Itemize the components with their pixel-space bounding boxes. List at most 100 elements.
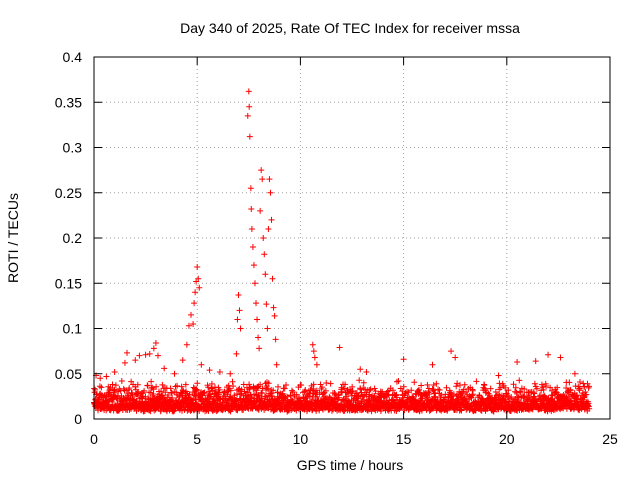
data-point — [389, 387, 396, 394]
data-point — [247, 185, 254, 192]
data-point — [371, 393, 378, 400]
data-point — [293, 391, 300, 398]
data-point — [366, 387, 373, 394]
data-point — [267, 189, 274, 196]
data-point — [178, 383, 185, 390]
data-point — [545, 351, 552, 358]
x-tick-label: 10 — [293, 431, 309, 447]
data-point — [341, 385, 348, 392]
data-point — [161, 365, 168, 372]
data-point — [549, 387, 556, 394]
data-point — [248, 206, 255, 213]
data-point — [502, 384, 509, 391]
data-point — [269, 275, 276, 282]
data-point — [495, 372, 502, 379]
data-point — [234, 391, 241, 398]
data-point — [517, 389, 524, 396]
data-point — [265, 380, 272, 387]
x-tick-label: 0 — [90, 431, 98, 447]
data-point — [230, 383, 237, 390]
data-point — [448, 348, 455, 355]
data-point — [310, 348, 317, 355]
data-point — [209, 387, 216, 394]
data-point — [248, 225, 255, 232]
data-point — [264, 385, 271, 392]
data-point — [487, 385, 494, 392]
data-point — [554, 384, 561, 391]
data-point — [521, 385, 528, 392]
data-point — [307, 386, 314, 393]
data-point — [372, 388, 379, 395]
data-point — [302, 387, 309, 394]
data-point — [182, 381, 189, 388]
data-point — [152, 339, 159, 346]
data-point — [216, 386, 223, 393]
data-point — [244, 112, 251, 119]
data-point — [194, 380, 201, 387]
data-point — [468, 394, 475, 401]
y-tick-label: 0.05 — [55, 366, 82, 382]
data-point — [132, 357, 139, 364]
data-point — [109, 381, 116, 388]
data-point — [195, 275, 202, 282]
data-point — [331, 389, 338, 396]
data-point — [538, 381, 545, 388]
data-point — [261, 251, 268, 258]
data-point — [265, 225, 272, 232]
data-point — [249, 244, 256, 251]
data-point — [571, 370, 578, 377]
data-point — [379, 388, 386, 395]
y-tick-label: 0.35 — [55, 94, 82, 110]
data-point — [361, 386, 368, 393]
data-point — [273, 361, 280, 368]
data-point — [255, 334, 262, 341]
data-point — [418, 382, 425, 389]
data-point — [246, 133, 253, 140]
data-point — [447, 389, 454, 396]
data-point — [169, 395, 176, 402]
data-point — [154, 352, 161, 359]
data-point — [233, 397, 240, 404]
data-point — [196, 284, 203, 291]
data-point — [424, 381, 431, 388]
data-point — [148, 378, 155, 385]
data-point — [513, 389, 520, 396]
data-point — [159, 381, 166, 388]
data-point — [438, 391, 445, 398]
data-point — [176, 394, 183, 401]
data-point — [246, 103, 253, 110]
data-point — [219, 407, 226, 414]
data-point — [586, 405, 593, 412]
data-point — [342, 381, 349, 388]
data-point — [338, 384, 345, 391]
data-point — [567, 386, 574, 393]
y-tick-label: 0.2 — [63, 230, 83, 246]
data-point — [153, 383, 160, 390]
y-tick-label: 0.4 — [63, 49, 83, 65]
data-point — [147, 408, 154, 415]
data-point — [547, 384, 554, 391]
data-point — [567, 387, 574, 394]
data-point — [159, 392, 166, 399]
data-point — [227, 387, 234, 394]
data-point — [233, 350, 240, 357]
data-point — [208, 380, 215, 387]
y-tick-label: 0 — [74, 411, 82, 427]
data-point — [103, 373, 110, 380]
data-point — [259, 176, 266, 183]
y-tick-label: 0.1 — [63, 321, 83, 337]
data-point — [356, 377, 363, 384]
data-point — [158, 388, 165, 395]
data-point — [322, 387, 329, 394]
data-point — [452, 354, 459, 361]
data-point — [288, 387, 295, 394]
data-point — [577, 379, 584, 386]
data-point — [126, 385, 133, 392]
y-axis-label: ROTI / TECUs — [5, 193, 21, 283]
data-point — [395, 377, 402, 384]
data-point — [457, 406, 464, 413]
data-point — [532, 358, 539, 365]
data-point — [433, 380, 440, 387]
data-point — [583, 391, 590, 398]
